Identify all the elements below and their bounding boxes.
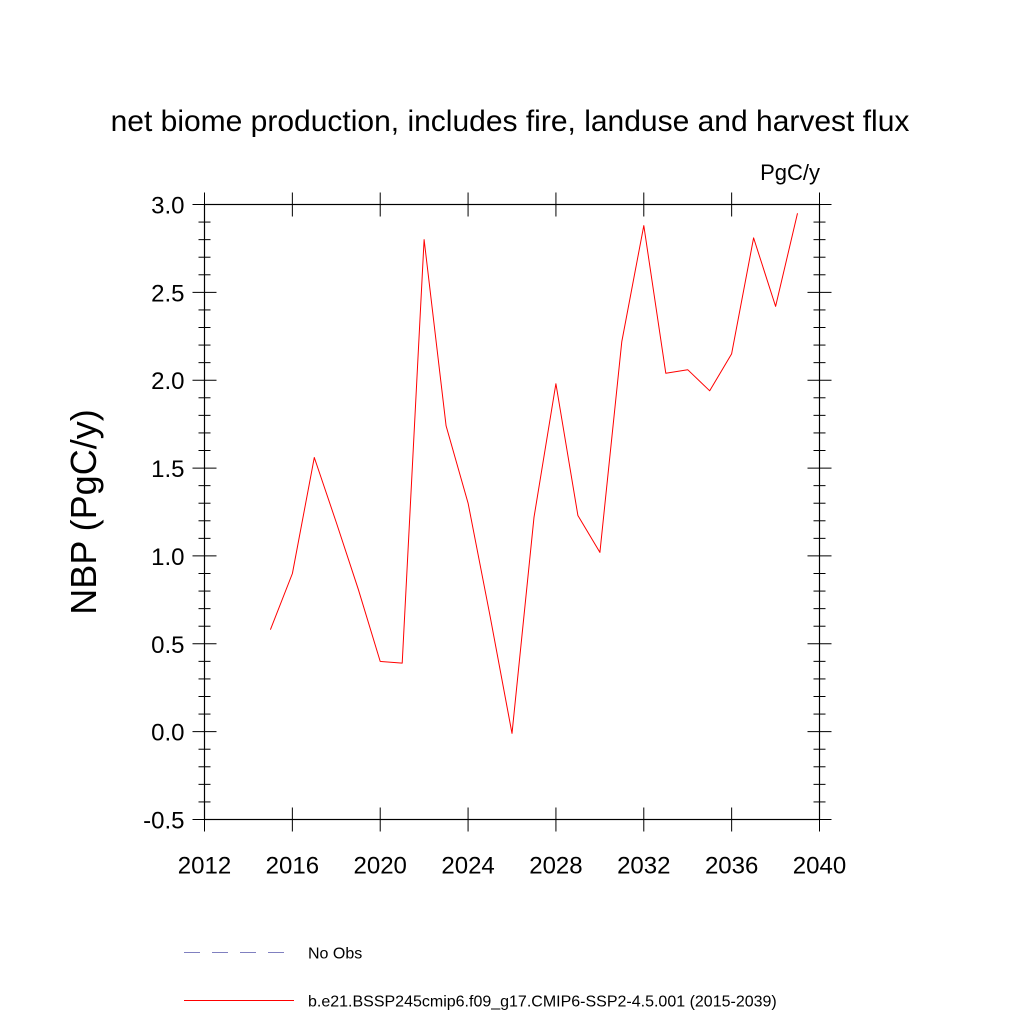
- legend: No Obs b.e21.BSSP245cmip6.f09_g17.CMIP6-S…: [184, 946, 777, 1011]
- y-tick-label: 2.5: [151, 280, 184, 307]
- x-tick-label: 2032: [617, 853, 670, 880]
- x-tick-label: 2016: [266, 853, 319, 880]
- series-line: [269, 213, 798, 734]
- y-tick-label: 1.0: [151, 544, 184, 571]
- x-tick-label: 2040: [793, 853, 846, 880]
- x-tick-label: 2024: [441, 853, 494, 880]
- legend-label: No Obs: [308, 946, 362, 963]
- x-tick-label: 2036: [705, 853, 758, 880]
- x-tick-label: 2012: [178, 853, 231, 880]
- y-tick-label: 1.5: [151, 456, 184, 483]
- series-group: [269, 213, 798, 734]
- legend-label: b.e21.BSSP245cmip6.f09_g17.CMIP6-SSP2-4.…: [308, 994, 777, 1011]
- y-tick-label: 0.0: [151, 720, 184, 747]
- y-axis-label: NBP (PgC/y): [63, 409, 104, 614]
- tick-marks: [192, 192, 832, 832]
- x-tick-label: 2028: [529, 853, 582, 880]
- plot-frame: [203, 203, 821, 821]
- y-tick-label: -0.5: [143, 808, 184, 835]
- y-tick-label: 2.0: [151, 368, 184, 395]
- tick-labels: -0.5 0.0 0.5 1.0 1.5 2.0 2.5 3.0 2012 2016 2020 202…: [143, 193, 846, 880]
- x-tick-label: 2020: [354, 853, 407, 880]
- units-label: PgC/y: [760, 160, 820, 185]
- y-tick-label: 0.5: [151, 632, 184, 659]
- y-tick-label: 3.0: [151, 193, 184, 220]
- chart-title: net biome production, includes fire, lan…: [111, 105, 910, 138]
